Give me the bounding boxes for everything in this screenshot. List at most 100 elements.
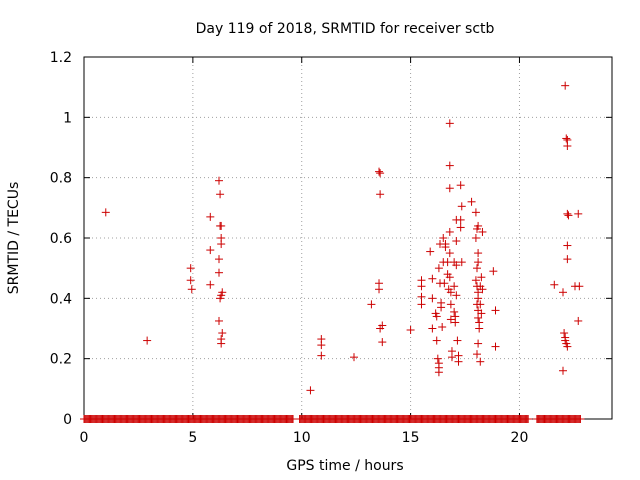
y-tick-label: 0	[63, 412, 72, 428]
data-point	[206, 212, 215, 221]
data-point	[475, 324, 484, 333]
data-point	[473, 224, 482, 233]
y-axis-title: SRMTID / TECUs	[6, 182, 22, 295]
baseline-point	[524, 415, 533, 423]
y-tick-label: 0.8	[50, 171, 72, 187]
data-point	[563, 209, 572, 218]
data-point	[376, 190, 385, 199]
y-tick-label: 0.2	[50, 352, 72, 368]
x-tick-label: 20	[511, 430, 529, 446]
y-tick-label: 0.6	[50, 231, 72, 247]
data-point	[216, 190, 225, 199]
data-point	[489, 267, 498, 276]
data-point	[446, 288, 455, 297]
data-point	[457, 258, 466, 267]
data-point	[450, 307, 459, 316]
data-point	[451, 318, 460, 327]
data-point	[206, 280, 215, 289]
x-tick-label: 0	[80, 430, 89, 446]
data-point	[456, 223, 465, 232]
data-point	[575, 282, 584, 291]
data-point	[445, 119, 454, 128]
data-points	[80, 81, 585, 423]
data-point	[445, 161, 454, 170]
data-point	[428, 294, 437, 303]
data-point	[206, 246, 215, 255]
data-point	[560, 329, 569, 338]
data-point	[478, 227, 487, 236]
data-point	[452, 291, 461, 300]
data-point	[471, 276, 480, 285]
data-point	[428, 324, 437, 333]
data-point	[376, 324, 385, 333]
data-point	[452, 261, 461, 270]
data-point	[563, 342, 572, 351]
x-axis-title: GPS time / hours	[286, 458, 403, 474]
x-tick-label: 15	[402, 430, 420, 446]
data-point	[217, 221, 226, 230]
data-point	[474, 294, 483, 303]
data-point	[474, 258, 483, 267]
data-point	[471, 234, 480, 242]
grid-lines	[84, 57, 612, 419]
data-point	[306, 386, 315, 395]
data-point	[417, 292, 426, 301]
data-point	[474, 313, 483, 322]
data-point	[474, 339, 483, 348]
data-point	[450, 282, 459, 291]
data-point	[446, 300, 455, 309]
data-point	[467, 197, 476, 206]
data-point	[218, 329, 227, 338]
data-point	[456, 181, 465, 190]
data-point	[477, 309, 486, 318]
data-point	[433, 354, 442, 363]
data-point	[428, 274, 437, 283]
data-point	[143, 336, 152, 345]
data-point	[218, 288, 227, 297]
data-point	[447, 353, 456, 362]
data-point	[375, 167, 384, 176]
data-point	[434, 264, 443, 273]
data-point	[437, 303, 446, 312]
data-point	[491, 306, 500, 315]
data-point	[445, 184, 454, 193]
data-point	[317, 341, 326, 350]
data-point	[375, 285, 384, 294]
data-point	[476, 300, 485, 309]
data-point	[317, 351, 326, 360]
data-point	[476, 357, 485, 366]
data-point	[453, 336, 462, 345]
y-tick-label: 1	[63, 110, 72, 126]
data-point	[562, 134, 571, 143]
data-point	[438, 322, 447, 331]
data-point	[432, 312, 441, 321]
data-point	[563, 241, 572, 250]
data-point	[217, 339, 226, 348]
data-point	[439, 234, 448, 242]
data-point	[491, 342, 500, 351]
data-point	[432, 336, 441, 345]
data-point	[445, 273, 454, 282]
data-point	[559, 288, 568, 297]
data-point	[440, 279, 449, 288]
data-point	[378, 338, 387, 347]
data-point	[477, 273, 486, 282]
data-point	[550, 280, 559, 289]
data-point	[349, 353, 358, 362]
data-point	[474, 249, 483, 258]
data-point	[454, 351, 463, 360]
x-tick-label: 5	[188, 430, 197, 446]
data-point	[417, 300, 426, 309]
data-point	[186, 276, 195, 285]
data-point	[434, 368, 443, 377]
data-point	[564, 211, 573, 220]
data-point	[574, 209, 583, 218]
data-point	[187, 285, 196, 294]
data-point	[457, 202, 466, 211]
data-point	[214, 316, 223, 325]
baseline-point	[576, 415, 585, 423]
data-point	[563, 255, 572, 264]
data-point	[214, 255, 223, 264]
data-point	[445, 249, 454, 258]
